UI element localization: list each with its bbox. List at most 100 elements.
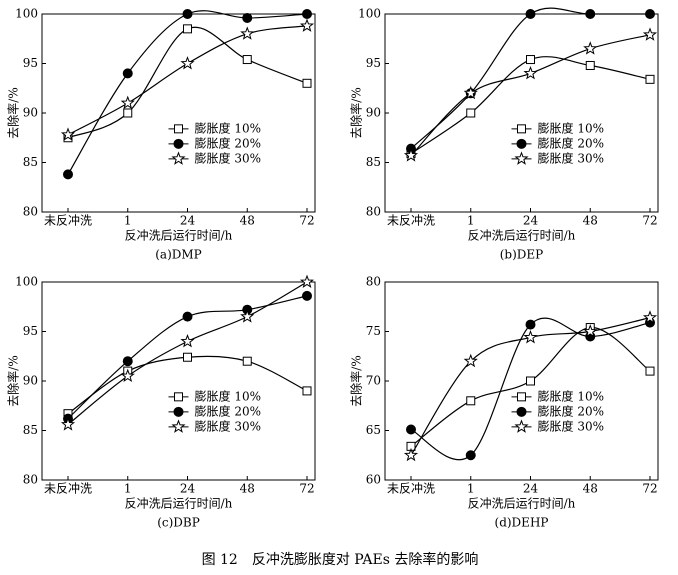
y-tick-label: 75 xyxy=(366,324,381,338)
marker-square xyxy=(123,108,133,118)
marker-square xyxy=(242,356,252,366)
panel-title: (d)DEHP xyxy=(495,516,549,530)
marker-star xyxy=(463,85,478,100)
x-tick-label: 24 xyxy=(180,214,196,228)
figure-caption: 图 12 反冲洗膨胀度对 PAEs 去除率的影响 xyxy=(202,551,479,568)
marker-square xyxy=(174,392,183,402)
marker-square xyxy=(526,55,535,65)
panel-title: (a)DMP xyxy=(155,248,202,262)
marker-square xyxy=(466,108,476,118)
marker-circle xyxy=(242,12,253,23)
y-tick-label: 100 xyxy=(15,275,38,289)
marker-circle xyxy=(122,356,133,367)
marker-square xyxy=(183,24,192,34)
marker-circle xyxy=(516,138,527,149)
marker-square xyxy=(645,74,655,84)
marker-square xyxy=(302,386,312,396)
legend-label: 膨胀度 30% xyxy=(195,150,262,165)
marker-star xyxy=(403,447,419,462)
legend-label: 膨胀度 10% xyxy=(195,120,262,135)
y-tick-label: 90 xyxy=(23,374,38,388)
marker-circle xyxy=(173,406,184,417)
marker-star xyxy=(240,26,255,40)
marker-star xyxy=(60,417,76,431)
x-axis-label: 反冲洗后运行时间/h xyxy=(468,228,576,243)
legend-label: 膨胀度 20% xyxy=(195,135,262,150)
x-tick-label: 未反冲洗 xyxy=(387,213,435,228)
x-tick-label: 1 xyxy=(124,214,132,228)
marker-star xyxy=(642,310,658,324)
marker-square xyxy=(183,352,192,362)
marker-star xyxy=(514,151,529,165)
panel: 80 85 90 95 100 未反冲洗 1 24 48 72 反冲洗后运行时间/h 去除率/% (a)… xyxy=(6,7,316,262)
x-tick-label: 24 xyxy=(180,482,196,496)
marker-square xyxy=(302,78,312,88)
legend-label: 膨胀度 30% xyxy=(538,150,605,165)
marker-star xyxy=(180,56,195,70)
x-tick-label: 72 xyxy=(642,214,657,228)
marker-star xyxy=(120,368,135,383)
x-tick-label: 24 xyxy=(523,482,539,496)
marker-star xyxy=(463,353,478,368)
x-tick-label: 未反冲洗 xyxy=(44,213,92,228)
y-tick-label: 95 xyxy=(23,56,38,70)
marker-star xyxy=(60,127,76,141)
x-tick-label: 72 xyxy=(642,482,657,496)
marker-star xyxy=(171,151,186,165)
y-axis-label: 去除率/% xyxy=(6,87,21,138)
marker-star xyxy=(583,324,598,338)
marker-star xyxy=(171,419,186,433)
marker-square xyxy=(526,376,535,386)
panel-title: (c)DBP xyxy=(157,516,200,530)
marker-circle xyxy=(302,9,312,19)
marker-circle xyxy=(645,9,655,19)
plot-frame xyxy=(384,13,659,213)
marker-circle xyxy=(63,169,73,180)
x-axis-label: 反冲洗后运行时间/h xyxy=(125,228,233,243)
y-tick-label: 95 xyxy=(23,324,38,338)
legend-label: 膨胀度 20% xyxy=(195,403,262,418)
marker-circle xyxy=(406,424,416,435)
y-tick-label: 80 xyxy=(366,205,381,219)
marker-square xyxy=(517,124,526,134)
marker-circle xyxy=(302,290,312,301)
legend-label: 膨胀度 30% xyxy=(195,418,262,433)
legend-label: 膨胀度 10% xyxy=(195,388,262,403)
panel: 60 65 70 75 80 未反冲洗 1 24 48 72 反冲洗后运行时间/h 去除率/% (d)D… xyxy=(349,275,659,530)
marker-star xyxy=(583,41,598,55)
y-tick-label: 95 xyxy=(366,56,381,70)
x-tick-label: 1 xyxy=(467,214,475,228)
marker-circle xyxy=(122,68,133,79)
x-tick-label: 1 xyxy=(467,482,475,496)
x-tick-label: 48 xyxy=(240,214,255,228)
series-line xyxy=(67,25,308,136)
marker-square xyxy=(645,366,655,376)
series-line xyxy=(410,317,651,456)
y-axis-label: 去除率/% xyxy=(349,355,364,406)
plot-frame xyxy=(41,13,316,213)
marker-star xyxy=(299,274,315,289)
marker-circle xyxy=(525,9,536,19)
marker-star xyxy=(523,65,538,80)
marker-circle xyxy=(525,319,536,330)
x-tick-label: 72 xyxy=(299,214,314,228)
x-tick-label: 24 xyxy=(523,214,539,228)
x-tick-label: 48 xyxy=(583,482,598,496)
y-tick-label: 85 xyxy=(23,155,38,169)
panel: 80 85 90 95 100 未反冲洗 1 24 48 72 反冲洗后运行时间/h 去除率/% (b)… xyxy=(349,7,659,262)
series-line xyxy=(67,26,308,139)
legend-label: 膨胀度 10% xyxy=(538,120,605,135)
y-tick-label: 100 xyxy=(358,7,381,21)
x-tick-label: 未反冲洗 xyxy=(387,481,435,496)
x-tick-label: 1 xyxy=(124,482,132,496)
marker-circle xyxy=(182,9,193,19)
panel-title: (b)DEP xyxy=(500,248,544,262)
y-tick-label: 80 xyxy=(23,473,38,487)
y-tick-label: 80 xyxy=(366,275,381,289)
marker-circle xyxy=(516,406,527,417)
marker-star xyxy=(514,419,529,433)
marker-star xyxy=(299,18,315,32)
marker-square xyxy=(242,55,252,65)
x-tick-label: 48 xyxy=(583,214,598,228)
y-tick-label: 60 xyxy=(366,473,381,487)
